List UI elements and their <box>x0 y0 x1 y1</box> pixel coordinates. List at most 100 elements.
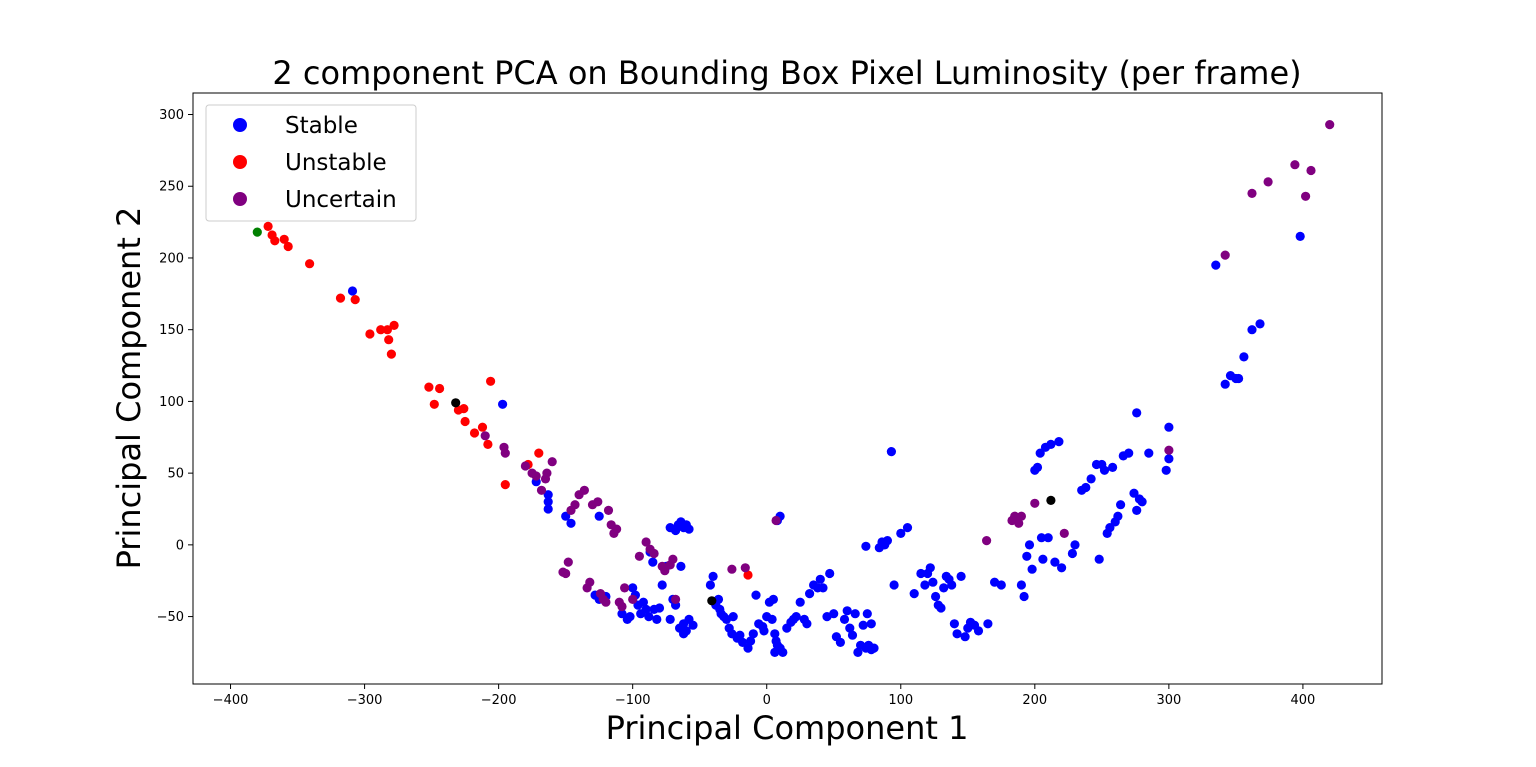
point-stable-0 <box>347 286 358 296</box>
point-uncertain-56 <box>1301 191 1311 201</box>
point-stable-175 <box>1124 448 1134 458</box>
point-stable-118 <box>902 523 913 533</box>
y-tick-label: 200 <box>159 251 184 266</box>
point-stable-47 <box>708 571 718 582</box>
point-uncertain-50 <box>1059 528 1069 539</box>
point-stable-5 <box>543 504 553 514</box>
x-tick-label: −200 <box>481 693 517 708</box>
x-tick-label: 100 <box>888 693 913 708</box>
point-stable-19 <box>638 597 649 607</box>
point-uncertain-44 <box>982 536 992 546</box>
point-stable-8 <box>594 511 604 521</box>
point-stable-107 <box>869 643 879 653</box>
point-stable-101 <box>853 647 863 658</box>
point-stable-115 <box>886 447 897 457</box>
point-uncertain-23 <box>601 597 611 607</box>
point-uncertain-18 <box>585 577 595 587</box>
point-stable-180 <box>1137 497 1147 507</box>
x-tick-label: 400 <box>1290 693 1315 708</box>
chart-title: 2 component PCA on Bounding Box Pixel Lu… <box>272 54 1301 92</box>
point-stable-172 <box>1113 511 1123 521</box>
y-tick-label: 50 <box>167 467 184 482</box>
point-stable-166 <box>1094 554 1104 564</box>
point-unstable-16 <box>435 383 445 394</box>
point-stable-140 <box>983 619 993 629</box>
point-stable-109 <box>866 619 876 629</box>
point-stable-185 <box>1211 260 1221 270</box>
point-stable-26 <box>654 603 665 613</box>
point-unstable-12 <box>386 349 396 359</box>
point-stable-131 <box>947 580 957 590</box>
x-tick-label: 300 <box>1156 693 1181 708</box>
point-stable-151 <box>1036 533 1047 543</box>
point-stable-144 <box>1019 591 1029 602</box>
point-uncertain-2 <box>499 442 509 452</box>
point-stable-23 <box>648 557 658 567</box>
point-stable-114 <box>882 536 893 546</box>
point-stable-21 <box>644 612 654 622</box>
point-series3-0 <box>252 227 262 237</box>
point-unstable-19 <box>460 416 470 427</box>
point-stable-152 <box>1038 554 1048 564</box>
point-uncertain-48 <box>1016 511 1026 521</box>
x-tick-label: 0 <box>763 693 771 708</box>
point-stable-127 <box>936 603 946 613</box>
point-stable-69 <box>768 594 779 605</box>
point-uncertain-40 <box>671 594 681 605</box>
point-unstable-27 <box>743 570 753 580</box>
legend-box <box>205 104 417 222</box>
point-stable-120 <box>916 568 926 579</box>
point-stable-62 <box>748 629 758 639</box>
point-unstable-8 <box>365 329 375 339</box>
point-stable-132 <box>949 619 960 629</box>
y-tick-label: 0 <box>176 538 184 553</box>
point-uncertain-30 <box>620 583 630 593</box>
point-stable-191 <box>1247 325 1257 335</box>
point-unstable-4 <box>283 241 293 252</box>
point-stable-95 <box>835 637 846 648</box>
point-uncertain-51 <box>1164 445 1174 455</box>
x-tick-label: −400 <box>213 693 249 708</box>
point-uncertain-27 <box>612 524 622 534</box>
point-stable-82 <box>791 612 801 622</box>
point-stable-173 <box>1116 500 1126 510</box>
point-stable-167 <box>1099 465 1110 475</box>
point-unstable-22 <box>483 439 493 449</box>
y-tick-label: 250 <box>159 180 184 195</box>
point-stable-6 <box>561 511 571 521</box>
point-uncertain-16 <box>579 485 590 495</box>
plot-frame <box>192 92 1383 685</box>
point-uncertain-6 <box>536 485 547 495</box>
point-uncertain-47 <box>1014 518 1024 528</box>
point-unstable-9 <box>376 325 386 335</box>
y-tick-label: 100 <box>159 395 184 410</box>
point-uncertain-41 <box>727 564 737 574</box>
point-uncertain-58 <box>1325 120 1335 130</box>
point-unstable-11 <box>384 335 394 345</box>
point-uncertain-52 <box>1220 250 1230 260</box>
point-unstable-14 <box>424 382 434 392</box>
legend-marker-stable <box>233 118 247 132</box>
point-stable-116 <box>889 580 899 590</box>
point-unstable-24 <box>500 480 510 490</box>
point-unstable-2 <box>270 236 280 246</box>
point-stable-86 <box>805 589 815 599</box>
point-unstable-21 <box>477 422 488 432</box>
point-unstable-7 <box>350 295 360 305</box>
point-stable-85 <box>802 619 812 629</box>
point-stable-7 <box>566 518 576 528</box>
point-stable-147 <box>1027 564 1037 574</box>
point-stable-123 <box>925 563 935 573</box>
point-stable-71 <box>770 629 780 639</box>
point-stable-145 <box>1022 551 1032 561</box>
legend-marker-uncertain <box>233 192 247 206</box>
point-uncertain-35 <box>649 548 659 559</box>
point-stable-155 <box>1046 439 1056 449</box>
legend-label-unstable: Unstable <box>285 150 387 176</box>
point-uncertain-55 <box>1290 160 1300 170</box>
point-stable-135 <box>960 632 970 642</box>
point-stable-29 <box>665 614 675 625</box>
point-uncertain-42 <box>740 563 750 573</box>
point-stable-163 <box>1086 474 1096 484</box>
